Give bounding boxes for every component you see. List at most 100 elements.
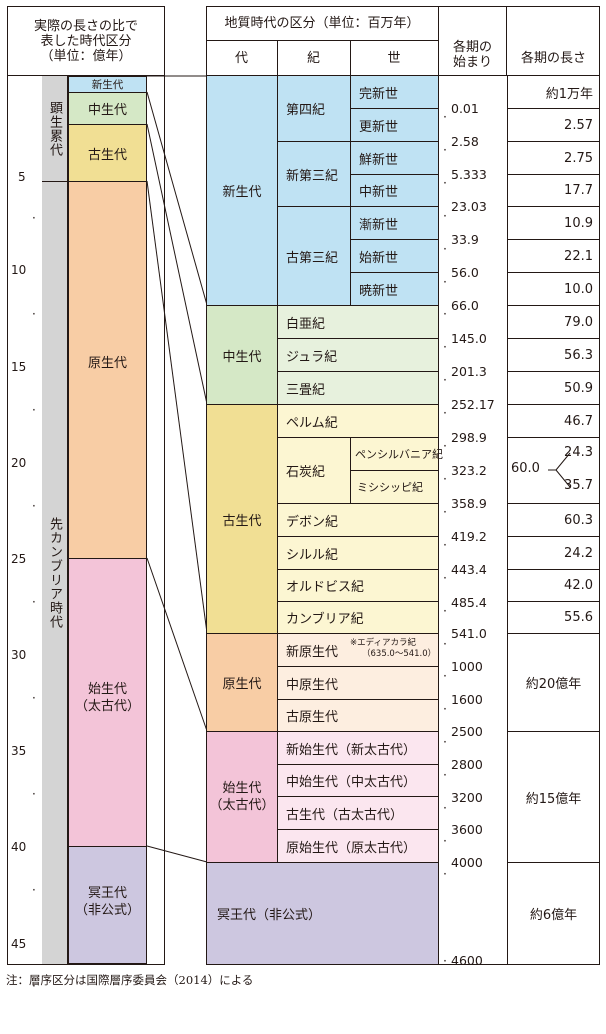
boundary-24: 4600	[451, 953, 483, 968]
length-silurian: 24.2	[507, 536, 600, 570]
left-header: 実際の長さの比で 表した時代区分 （単位：億年）	[7, 6, 165, 76]
length-carboniferous-total: 60.0	[511, 461, 540, 476]
boundary-2: 5.333	[451, 167, 487, 182]
scale-dots: · · · · · · · · ·	[32, 211, 36, 993]
left-era-hadean-sub: （非公式）	[74, 903, 140, 918]
period-devonian: デボン紀	[277, 503, 439, 537]
era-mesozoic: 中生代	[206, 305, 278, 405]
length-mississippian: 35.7	[564, 478, 593, 493]
period-quaternary: 第四紀	[277, 75, 351, 142]
scale-tick-40: 40	[11, 840, 27, 854]
eon-precambrian: 先カンブリア時代	[42, 181, 68, 964]
length-proterozoic: 約20億年	[507, 633, 600, 732]
boundary-dot-last: ·	[443, 953, 447, 968]
connector-archean-bottom	[146, 845, 208, 863]
epoch-miocene: 中新世	[350, 174, 439, 207]
col-header-start: 各期の 始まり	[438, 6, 507, 76]
period-mesoarchean: 中始生代（中太古代）	[277, 764, 439, 797]
ediacaran-note-line2: （635.0～541.0）	[362, 649, 437, 659]
epoch-oligocene: 漸新世	[350, 206, 439, 240]
connector-mesozoic-bottom	[146, 123, 208, 405]
era-archean: 始生代 （太古代）	[206, 731, 278, 863]
period-paleogene: 古第三紀	[277, 206, 351, 306]
left-scale-column	[7, 75, 165, 965]
boundary-22: 3600	[451, 822, 483, 837]
boundary-19: 2500	[451, 724, 483, 739]
connector-lines	[146, 75, 208, 863]
connector-proterozoic-bottom	[146, 557, 208, 732]
right-header-title: 地質時代の区分（単位：百万年）	[224, 16, 420, 31]
length-oligocene: 10.9	[507, 206, 600, 240]
left-header-line3: （単位：億年）	[40, 48, 132, 64]
length-devonian: 60.3	[507, 503, 600, 537]
period-neoproterozoic: 新原生代 ※エディアカラ紀 （635.0～541.0）	[277, 633, 439, 667]
left-era-proterozoic: 原生代	[68, 181, 147, 559]
period-ordovician: オルドビス紀	[277, 569, 439, 602]
left-era-archean-text: 始生代 （太古代）	[69, 681, 146, 715]
length-permian: 46.7	[507, 404, 600, 438]
length-jurassic: 56.3	[507, 338, 600, 372]
left-era-mesozoic: 中生代	[68, 92, 147, 125]
scale-tick-10: 10	[11, 263, 27, 277]
scale-tick-20: 20	[11, 456, 27, 470]
boundary-13: 419.2	[451, 529, 487, 544]
eon-precambrian-label: 先カンブリア時代	[47, 517, 62, 629]
left-era-hadean: 冥王代 （非公式）	[68, 846, 147, 964]
period-paleoarchean: 古生代（古太古代）	[277, 796, 439, 830]
boundary-15: 485.4	[451, 595, 487, 610]
period-cretaceous: 白亜紀	[277, 305, 439, 339]
boundary-23: 4000	[451, 855, 483, 870]
length-hadean: 約6億年	[507, 862, 600, 965]
left-era-paleozoic: 古生代	[68, 124, 147, 182]
connector-cenozoic-bottom	[146, 91, 208, 306]
footnote: 注：層序区分は国際層序委員会（2014）による	[6, 973, 254, 987]
eon-phanerozoic: 顕生累代	[42, 76, 68, 181]
epoch-holocene: 完新世	[350, 75, 439, 109]
carboniferous-bracket	[548, 452, 571, 488]
scale-tick-45: 45	[11, 937, 27, 951]
boundary-4: 33.9	[451, 232, 479, 247]
era-archean-sub: （太古代）	[209, 798, 275, 813]
era-hadean: 冥王代（非公式）	[206, 862, 439, 965]
era-paleozoic: 古生代	[206, 404, 278, 634]
boundary-18: 1600	[451, 692, 483, 707]
boundary-1: 2.58	[451, 134, 479, 149]
epoch-pleistocene: 更新世	[350, 108, 439, 142]
boundary-11: 323.2	[451, 463, 487, 478]
period-cambrian: カンブリア紀	[277, 601, 439, 634]
left-era-archean-sub: （太古代）	[74, 699, 140, 714]
period-paleoproterozoic: 古原生代	[277, 699, 439, 732]
header-divider	[206, 40, 438, 41]
left-era-paleozoic-label: 古生代	[87, 147, 127, 163]
boundary-7: 145.0	[451, 331, 487, 346]
left-era-hadean-label: 冥王代	[87, 886, 127, 901]
period-neoarchean: 新始生代（新太古代）	[277, 731, 439, 765]
epoch-paleocene: 暁新世	[350, 272, 439, 306]
length-pennsylvanian: 24.3	[564, 445, 593, 460]
boundary-12: 358.9	[451, 496, 487, 511]
boundary-6: 66.0	[451, 298, 479, 313]
boundary-8: 201.3	[451, 364, 487, 379]
length-pleistocene: 2.57	[507, 108, 600, 142]
epoch-eocene: 始新世	[350, 239, 439, 273]
length-holocene: 約1万年	[507, 75, 600, 109]
connector-paleozoic-bottom	[146, 180, 208, 634]
era-cenozoic: 新生代	[206, 75, 278, 306]
length-pliocene: 2.75	[507, 141, 600, 175]
era-archean-label: 始生代	[222, 781, 262, 796]
eon-phanerozoic-label: 顕生累代	[47, 100, 62, 157]
ediacaran-note: ※エディアカラ紀 （635.0～541.0）	[350, 638, 436, 660]
left-era-archean: 始生代 （太古代）	[68, 558, 147, 847]
left-header-line1: 実際の長さの比で	[33, 18, 138, 34]
boundary-5: 56.0	[451, 265, 479, 280]
ediacaran-note-line1: ※エディアカラ紀	[350, 638, 417, 648]
length-paleocene: 10.0	[507, 272, 600, 306]
period-jurassic: ジュラ紀	[277, 338, 439, 372]
period-eoarchean: 原始生代（原太古代）	[277, 829, 439, 863]
col-header-period: 紀	[277, 40, 351, 76]
epoch-pliocene: 鮮新世	[350, 141, 439, 175]
length-eocene: 22.1	[507, 239, 600, 273]
boundary-0: 0.01	[451, 101, 479, 116]
length-cretaceous: 79.0	[507, 305, 600, 339]
scale-tick-25: 25	[11, 552, 27, 566]
